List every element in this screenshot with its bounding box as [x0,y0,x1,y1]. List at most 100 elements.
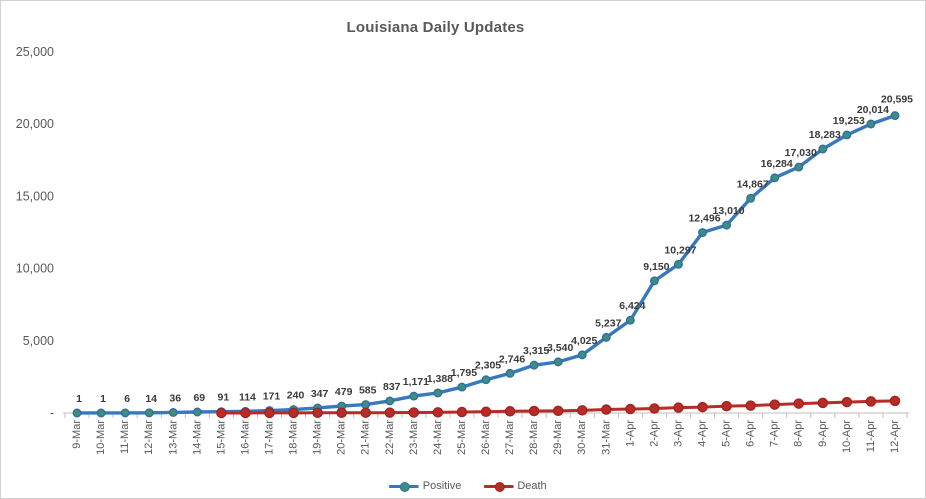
data-point-positive [553,357,563,367]
data-point-death [240,407,251,419]
x-axis-label: 24-Mar [432,420,444,455]
data-label: 20,595 [881,94,913,106]
legend-label-positive: Positive [422,480,462,492]
data-point-positive [192,407,202,417]
x-axis-label: 21-Mar [360,420,372,455]
data-label: 91 [218,392,230,404]
x-axis-label: 14-Mar [191,420,203,455]
data-point-positive [746,193,756,203]
death-line-marker-icon [483,481,514,492]
x-axis-label: 11-Apr [865,420,877,453]
data-point-death [697,401,708,413]
data-point-positive [433,388,443,398]
x-axis-label: 9-Mar [71,420,83,449]
data-label: 2,746 [499,353,525,365]
data-point-positive [842,130,852,140]
data-point-positive [866,119,876,129]
y-axis-label: 20,000 [16,117,54,131]
data-label: 171 [263,391,281,403]
data-point-death [576,405,588,416]
data-point-death [456,406,468,418]
data-label: 10,297 [664,244,696,256]
data-point-death [841,396,853,408]
data-point-positive [457,382,467,392]
y-axis-label: 25,000 [16,45,54,59]
data-point-death [793,398,804,409]
data-label: 20,014 [857,104,889,116]
data-label: 1 [100,393,106,405]
data-point-death [360,407,371,418]
legend-item-positive: Positive [388,480,462,492]
data-label: 5,237 [595,317,621,329]
legend-item-death: Death [483,480,547,492]
data-point-death [480,406,492,418]
x-axis-label: 2-Apr [648,420,660,447]
data-point-positive [818,144,828,154]
x-axis-label: 28-Mar [528,420,540,455]
data-label: 114 [239,391,256,403]
data-point-positive [529,360,539,370]
y-axis-label: - [50,406,54,420]
data-point-death [336,407,347,419]
x-axis-label: 7-Apr [769,420,781,447]
data-point-positive [890,111,900,121]
data-point-positive [385,396,395,406]
data-point-death [745,400,756,411]
data-label: 36 [169,392,181,404]
data-point-death [865,396,877,407]
y-axis-label: 15,000 [16,189,54,203]
x-axis-label: 17-Mar [263,420,275,455]
data-label: 479 [335,386,353,398]
x-axis-label: 26-Mar [480,420,492,455]
data-label: 1 [76,393,82,405]
x-axis-label: 8-Apr [793,420,805,447]
data-point-death [216,407,227,419]
x-axis-label: 12-Apr [889,420,901,453]
data-label: 17,030 [785,147,817,159]
data-point-positive [168,408,178,417]
data-point-positive [361,400,371,410]
x-axis-label: 20-Mar [336,420,348,455]
data-label: 837 [383,381,401,393]
data-label: 18,283 [809,129,841,141]
data-label: 12,496 [688,213,720,225]
data-label: 14,867 [737,178,769,190]
x-axis-label: 30-Mar [576,420,588,455]
data-label: 2,305 [475,360,501,372]
data-point-death [817,397,829,409]
data-point-positive [698,228,707,238]
data-label: 14 [145,393,157,405]
data-point-positive [625,315,635,325]
data-point-positive [770,173,780,183]
data-point-death [312,407,323,419]
data-point-death [264,407,275,419]
x-axis-label: 3-Apr [672,420,684,447]
x-axis-label: 18-Mar [288,420,300,455]
x-axis-label: 6-Apr [745,420,757,447]
x-axis-label: 22-Mar [384,420,396,455]
legend-label-death: Death [517,480,547,492]
data-label: 1,171 [403,376,429,388]
data-point-positive [674,259,683,269]
positive-line-marker-icon [388,481,419,492]
data-label: 1,795 [451,367,477,379]
data-point-death [721,400,732,412]
x-axis-label: 12-Mar [143,420,155,455]
data-point-positive [649,276,659,286]
x-axis-label: 16-Mar [239,420,251,455]
data-point-death [504,406,516,417]
data-point-positive [481,375,491,385]
data-point-death [384,407,396,418]
data-point-death [408,407,420,418]
x-axis-label: 13-Mar [167,420,179,455]
y-axis-label: 10,000 [16,262,54,276]
data-point-positive [505,368,515,378]
data-point-death [552,405,564,417]
data-label: 6,424 [619,300,645,312]
data-point-death [649,403,660,414]
data-point-death [601,404,612,415]
x-axis-label: 10-Mar [95,420,107,455]
data-point-death [528,405,540,417]
